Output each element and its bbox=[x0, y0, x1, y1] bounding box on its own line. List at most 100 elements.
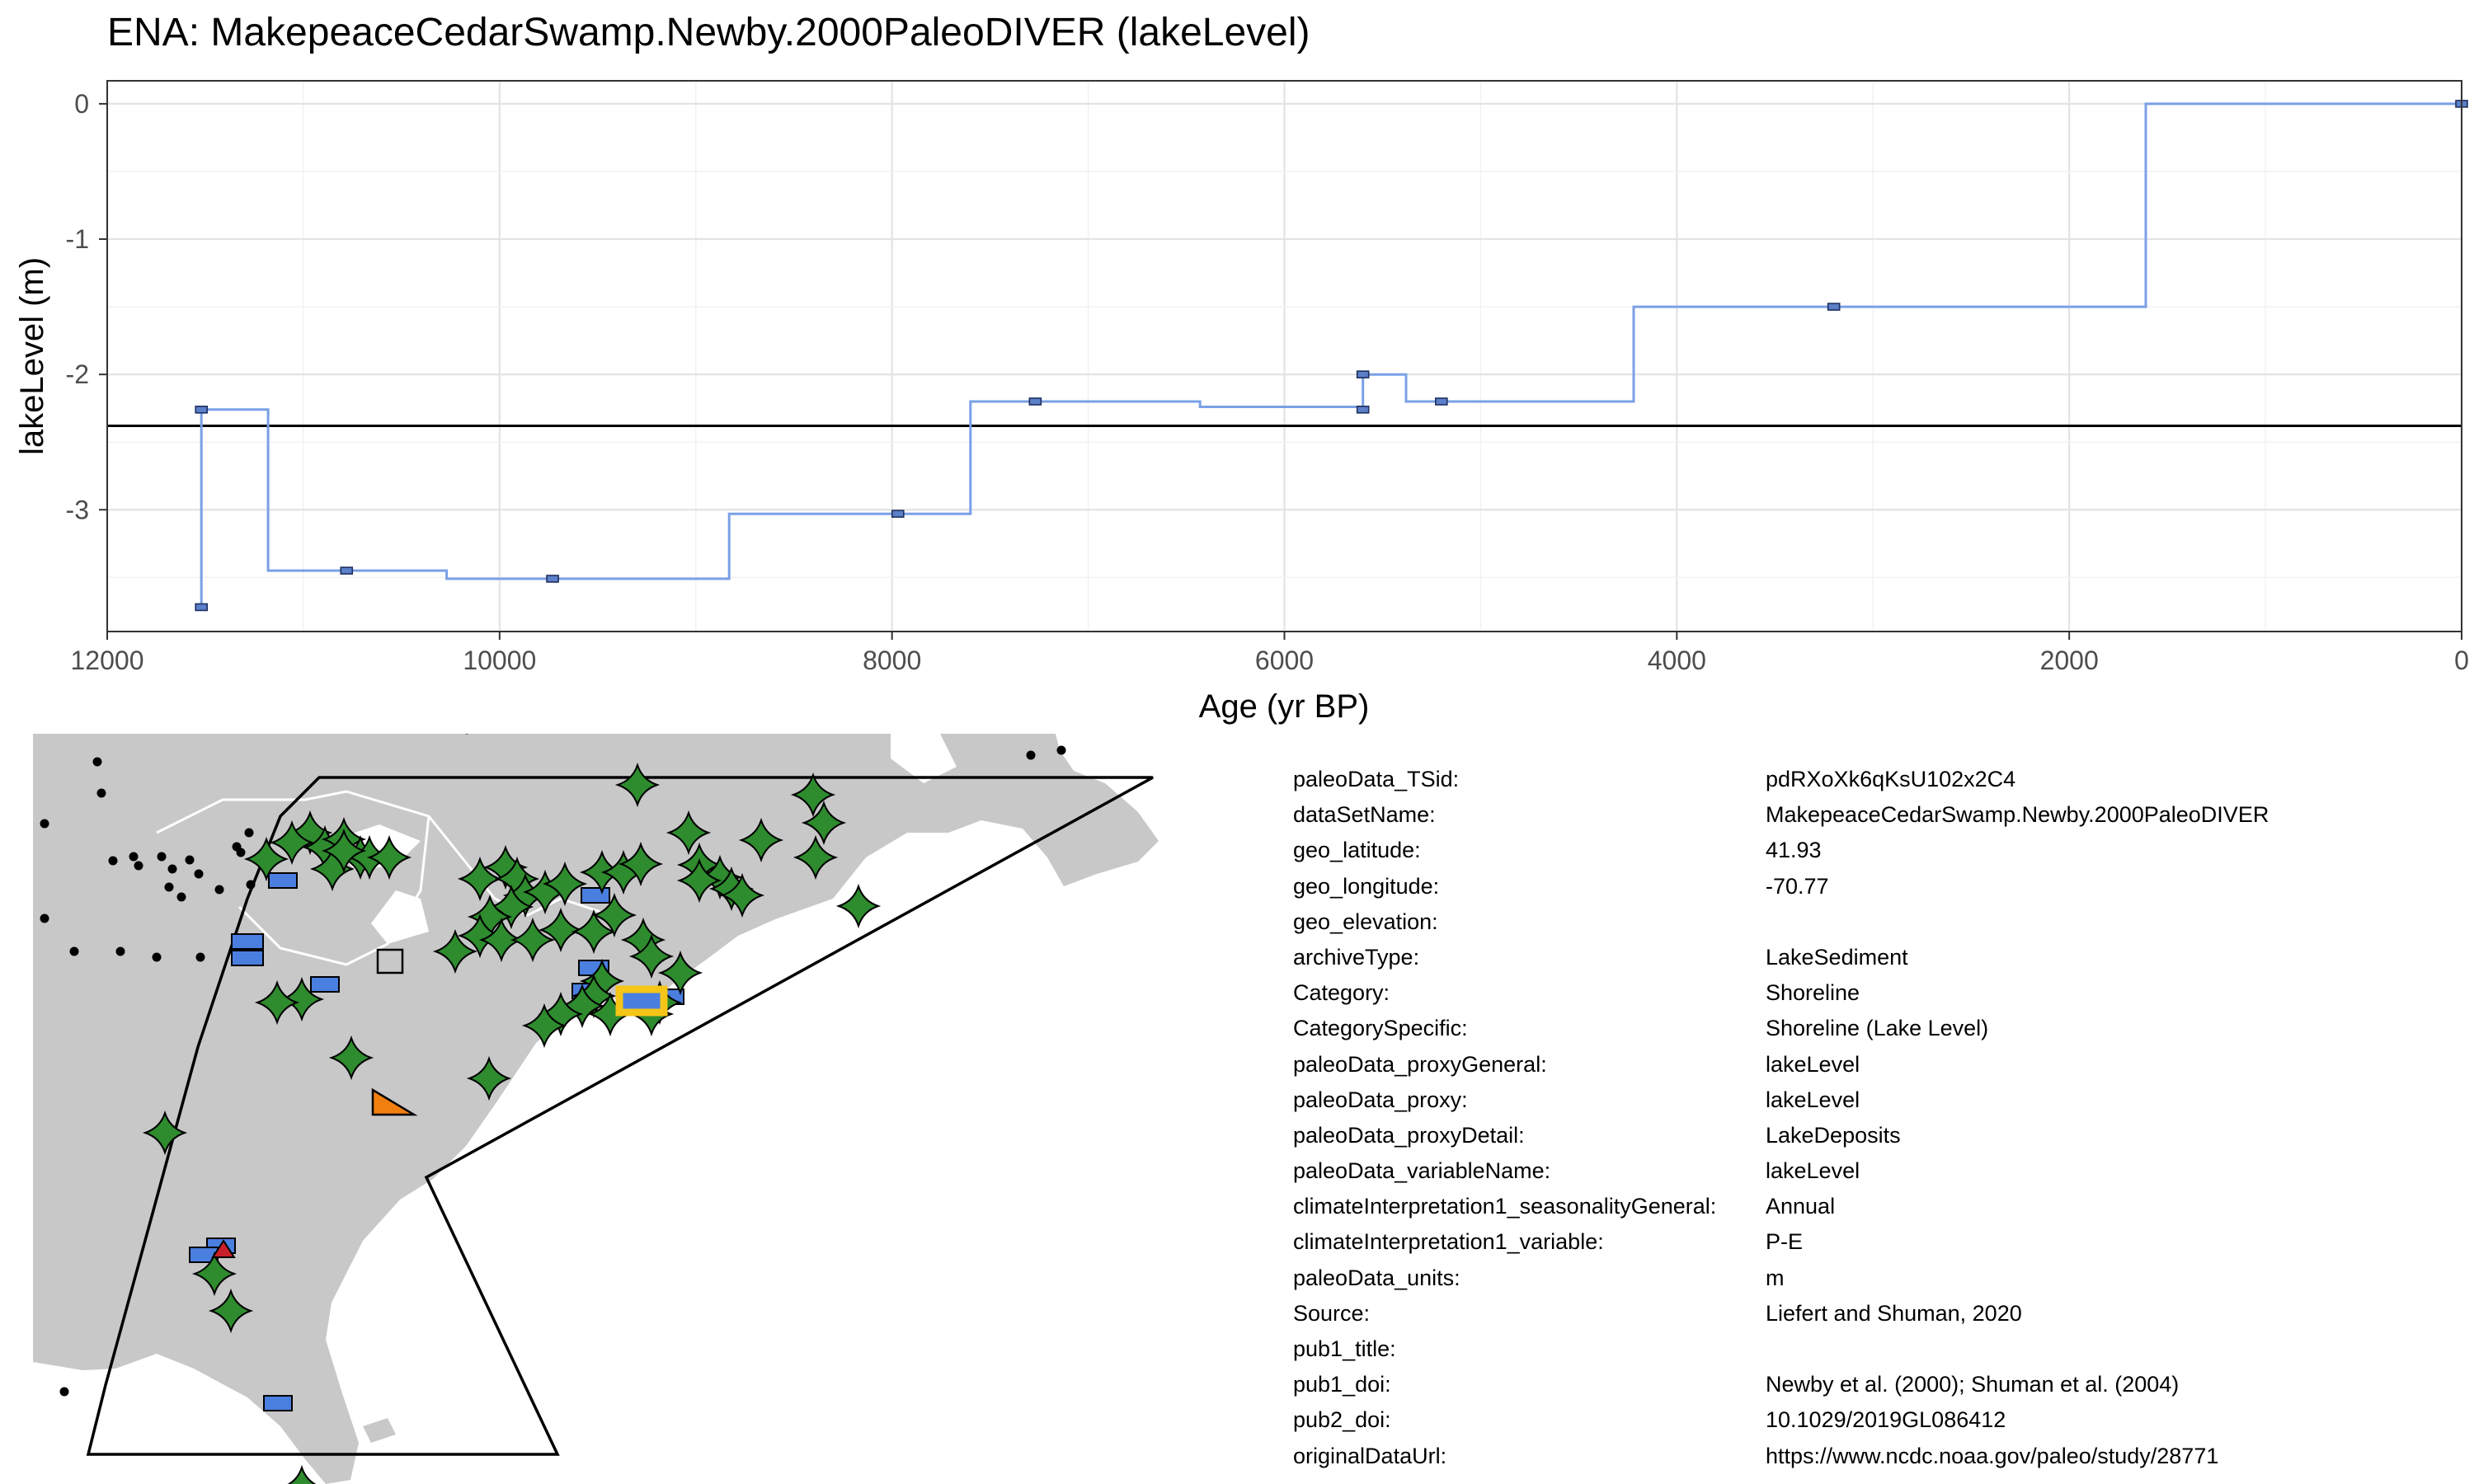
metadata-key: geo_elevation: bbox=[1293, 909, 1438, 934]
metadata-key: paleoData_TSid: bbox=[1293, 767, 1460, 791]
proxy-site-dot-icon bbox=[59, 1387, 69, 1397]
metadata-key: pub2_doi: bbox=[1293, 1407, 1391, 1433]
proxy-site-star-icon bbox=[488, 884, 534, 930]
proxy-site-dot-icon bbox=[134, 861, 143, 871]
metadata-value: Annual bbox=[1766, 1194, 1836, 1219]
proxy-site-dot-icon bbox=[194, 869, 204, 879]
proxy-site-rect-icon bbox=[581, 887, 610, 904]
proxy-site-star-icon bbox=[559, 983, 605, 1029]
proxy-site-rect-icon bbox=[231, 950, 264, 966]
proxy-site-star-icon bbox=[510, 917, 556, 963]
proxy-site-star-icon bbox=[432, 928, 478, 974]
proxy-site-star-icon bbox=[287, 810, 333, 856]
proxy-site-star-icon bbox=[618, 841, 664, 887]
x-tick-label: 2000 bbox=[2040, 646, 2099, 675]
metadata-key: pub1_doi: bbox=[1293, 1372, 1391, 1397]
metadata-value: lakeLevel bbox=[1766, 1087, 1860, 1112]
proxy-site-star-icon bbox=[591, 892, 637, 938]
metadata-key: paleoData_units: bbox=[1293, 1265, 1460, 1290]
x-axis: 12000 10000 8000 6000 4000 2000 0 bbox=[71, 632, 2469, 675]
proxy-site-star-icon bbox=[835, 883, 882, 929]
data-point bbox=[340, 566, 354, 575]
data-point bbox=[1356, 406, 1370, 414]
bay-cutout bbox=[891, 734, 957, 783]
proxy-site-star-icon bbox=[191, 1251, 238, 1297]
region-boundary bbox=[86, 776, 1154, 1456]
proxy-site-star-icon bbox=[657, 950, 703, 996]
metadata-value: https://www.ncdc.noaa.gov/paleo/study/28… bbox=[1766, 1443, 2219, 1468]
proxy-site-square-icon bbox=[376, 948, 404, 974]
island-shape bbox=[363, 1418, 396, 1443]
proxy-site-star-icon bbox=[666, 810, 712, 856]
proxy-site-dot-icon bbox=[244, 828, 254, 838]
site-markers bbox=[40, 734, 1066, 1484]
data-point bbox=[546, 575, 559, 583]
metadata-value: -70.77 bbox=[1766, 873, 1829, 899]
proxy-site-dot-icon bbox=[152, 952, 162, 962]
metadata-value: 10.1029/2019GL086412 bbox=[1766, 1407, 2006, 1433]
proxy-site-rect-icon bbox=[231, 933, 264, 950]
y-axis: 0 -1 -2 -3 bbox=[66, 89, 107, 524]
lake-level-series bbox=[200, 102, 2462, 608]
proxy-site-star-icon bbox=[243, 836, 289, 882]
selected-site-highlight-icon bbox=[615, 985, 668, 1017]
proxy-site-star-icon bbox=[521, 1003, 567, 1049]
metadata-value: Newby et al. (2000); Shuman et al. (2004… bbox=[1766, 1372, 2180, 1397]
proxy-site-dot-icon bbox=[92, 757, 102, 767]
metadata-key: CategorySpecific: bbox=[1293, 1016, 1468, 1041]
proxy-site-dot-icon bbox=[167, 864, 177, 874]
x-tick-label: 4000 bbox=[1648, 646, 1706, 675]
proxy-site-dot-icon bbox=[40, 819, 49, 829]
proxy-site-star-icon bbox=[542, 861, 588, 907]
metadata-key: paleoData_variableName: bbox=[1293, 1158, 1551, 1184]
data-point bbox=[1356, 370, 1370, 378]
proxy-site-star-icon bbox=[738, 817, 784, 863]
proxy-site-star-icon bbox=[801, 800, 847, 846]
proxy-site-dot-icon bbox=[129, 852, 139, 862]
x-tick-label: 8000 bbox=[863, 646, 921, 675]
metadata-value: lakeLevel bbox=[1766, 1051, 1860, 1077]
metadata-value: pdRXoXk6qKsU102x2C4 bbox=[1766, 767, 2016, 791]
lake-level-chart: 12000 10000 8000 6000 4000 2000 0 0 -1 -2 -3 Age … bbox=[14, 80, 2469, 725]
proxy-site-star-icon bbox=[793, 834, 839, 881]
metadata-value: P-E bbox=[1766, 1229, 1804, 1255]
grid bbox=[106, 81, 2463, 632]
proxy-site-star-icon bbox=[538, 907, 584, 953]
y-tick-label: -2 bbox=[66, 359, 89, 389]
chart-title: ENA: MakepeaceCedarSwamp.Newby.2000Paleo… bbox=[107, 11, 1310, 54]
data-point bbox=[891, 510, 905, 519]
proxy-site-triangle-icon bbox=[211, 1239, 236, 1258]
metadata-value: MakepeaceCedarSwamp.Newby.2000PaleoDIVER bbox=[1766, 802, 2269, 828]
metadata-value: Shoreline (Lake Level) bbox=[1766, 1016, 1989, 1041]
proxy-site-star-icon bbox=[254, 979, 300, 1026]
metadata-key: archiveType: bbox=[1293, 944, 1420, 970]
metadata-key: originalDataUrl: bbox=[1293, 1443, 1447, 1468]
data-point bbox=[1827, 303, 1841, 311]
metadata-key: Category: bbox=[1293, 980, 1390, 1006]
proxy-site-dot-icon bbox=[157, 852, 167, 862]
proxy-site-star-icon bbox=[719, 872, 765, 918]
proxy-site-star-icon bbox=[614, 762, 661, 808]
proxy-site-dot-icon bbox=[464, 734, 469, 735]
metadata-value: Shoreline bbox=[1766, 980, 1860, 1006]
metadata-key: pub1_title: bbox=[1293, 1336, 1396, 1361]
proxy-site-dot-icon bbox=[40, 913, 49, 923]
proxy-site-dot-icon bbox=[185, 855, 195, 865]
data-point bbox=[195, 603, 208, 612]
x-tick-label: 12000 bbox=[71, 646, 144, 675]
metadata-value: Liefert and Shuman, 2020 bbox=[1766, 1300, 2022, 1326]
metadata-key: paleoData_proxy: bbox=[1293, 1087, 1468, 1112]
metadata-value: lakeLevel bbox=[1766, 1158, 1860, 1184]
proxy-site-star-icon bbox=[538, 991, 584, 1037]
proxy-site-dot-icon bbox=[69, 946, 79, 956]
metadata-key: geo_latitude: bbox=[1293, 838, 1421, 863]
metadata-key: geo_longitude: bbox=[1293, 873, 1440, 899]
proxy-site-dot-icon bbox=[108, 856, 118, 866]
proxy-site-star-icon bbox=[457, 913, 503, 959]
proxy-site-dot-icon bbox=[1056, 745, 1066, 755]
data-point bbox=[1435, 397, 1448, 406]
metadata-key: climateInterpretation1_seasonalityGenera… bbox=[1293, 1194, 1717, 1219]
proxy-site-star-icon bbox=[790, 772, 836, 818]
metadata-value: LakeSediment bbox=[1766, 944, 1908, 970]
x-axis-label: Age (yr BP) bbox=[1199, 688, 1370, 725]
